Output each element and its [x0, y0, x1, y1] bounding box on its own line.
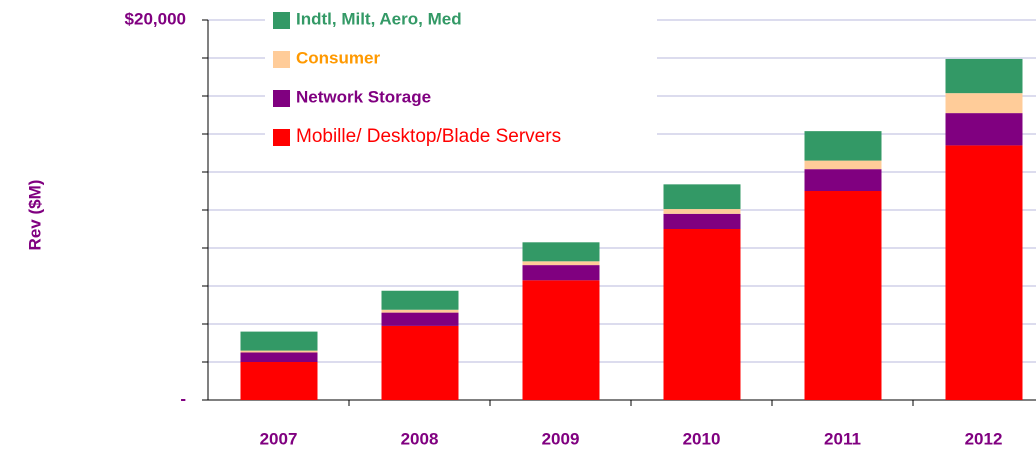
y-tick-label: - — [180, 389, 186, 408]
bar-segment — [663, 209, 741, 214]
x-tick-label: 2012 — [965, 429, 1003, 448]
bar-segment — [522, 242, 600, 262]
bar-segment — [240, 362, 318, 400]
legend-swatch — [273, 129, 290, 146]
legend-label: Indtl, Milt, Aero, Med — [296, 9, 462, 28]
bar-segment — [522, 280, 600, 400]
x-tick-label: 2009 — [542, 429, 580, 448]
bar-segment — [945, 113, 1023, 146]
bar-segment — [663, 184, 741, 210]
bar-segment — [804, 160, 882, 170]
legend-label: Consumer — [296, 48, 380, 67]
legend-swatch — [273, 90, 290, 107]
x-tick-label: 2010 — [683, 429, 721, 448]
y-axis-label: Rev ($M) — [25, 180, 44, 251]
bar-segment — [381, 325, 459, 400]
x-tick-label: 2011 — [824, 429, 861, 448]
bar-segment — [240, 350, 318, 353]
legend-label: Network Storage — [296, 87, 431, 106]
bar-segment — [945, 93, 1023, 114]
bar-segment — [381, 290, 459, 310]
bar-segment — [381, 309, 459, 313]
bar-segment — [522, 265, 600, 281]
bar-segment — [945, 58, 1023, 94]
bar-segment — [804, 191, 882, 400]
bar-segment — [381, 312, 459, 326]
legend-swatch — [273, 12, 290, 29]
x-tick-label: 2007 — [260, 429, 298, 448]
y-tick-label: $20,000 — [125, 9, 186, 28]
bar-segment — [240, 352, 318, 362]
legend-swatch — [273, 51, 290, 68]
bar-segment — [804, 131, 882, 161]
bar-segment — [240, 331, 318, 351]
legend-label: Mobille/ Desktop/Blade Servers — [296, 126, 561, 147]
bar-segment — [945, 145, 1023, 400]
legend-box — [265, 3, 657, 155]
bar-segment — [663, 213, 741, 229]
bar-segment — [804, 169, 882, 191]
x-tick-label: 2008 — [401, 429, 439, 448]
bar-segment — [663, 229, 741, 400]
bar-segment — [522, 261, 600, 266]
